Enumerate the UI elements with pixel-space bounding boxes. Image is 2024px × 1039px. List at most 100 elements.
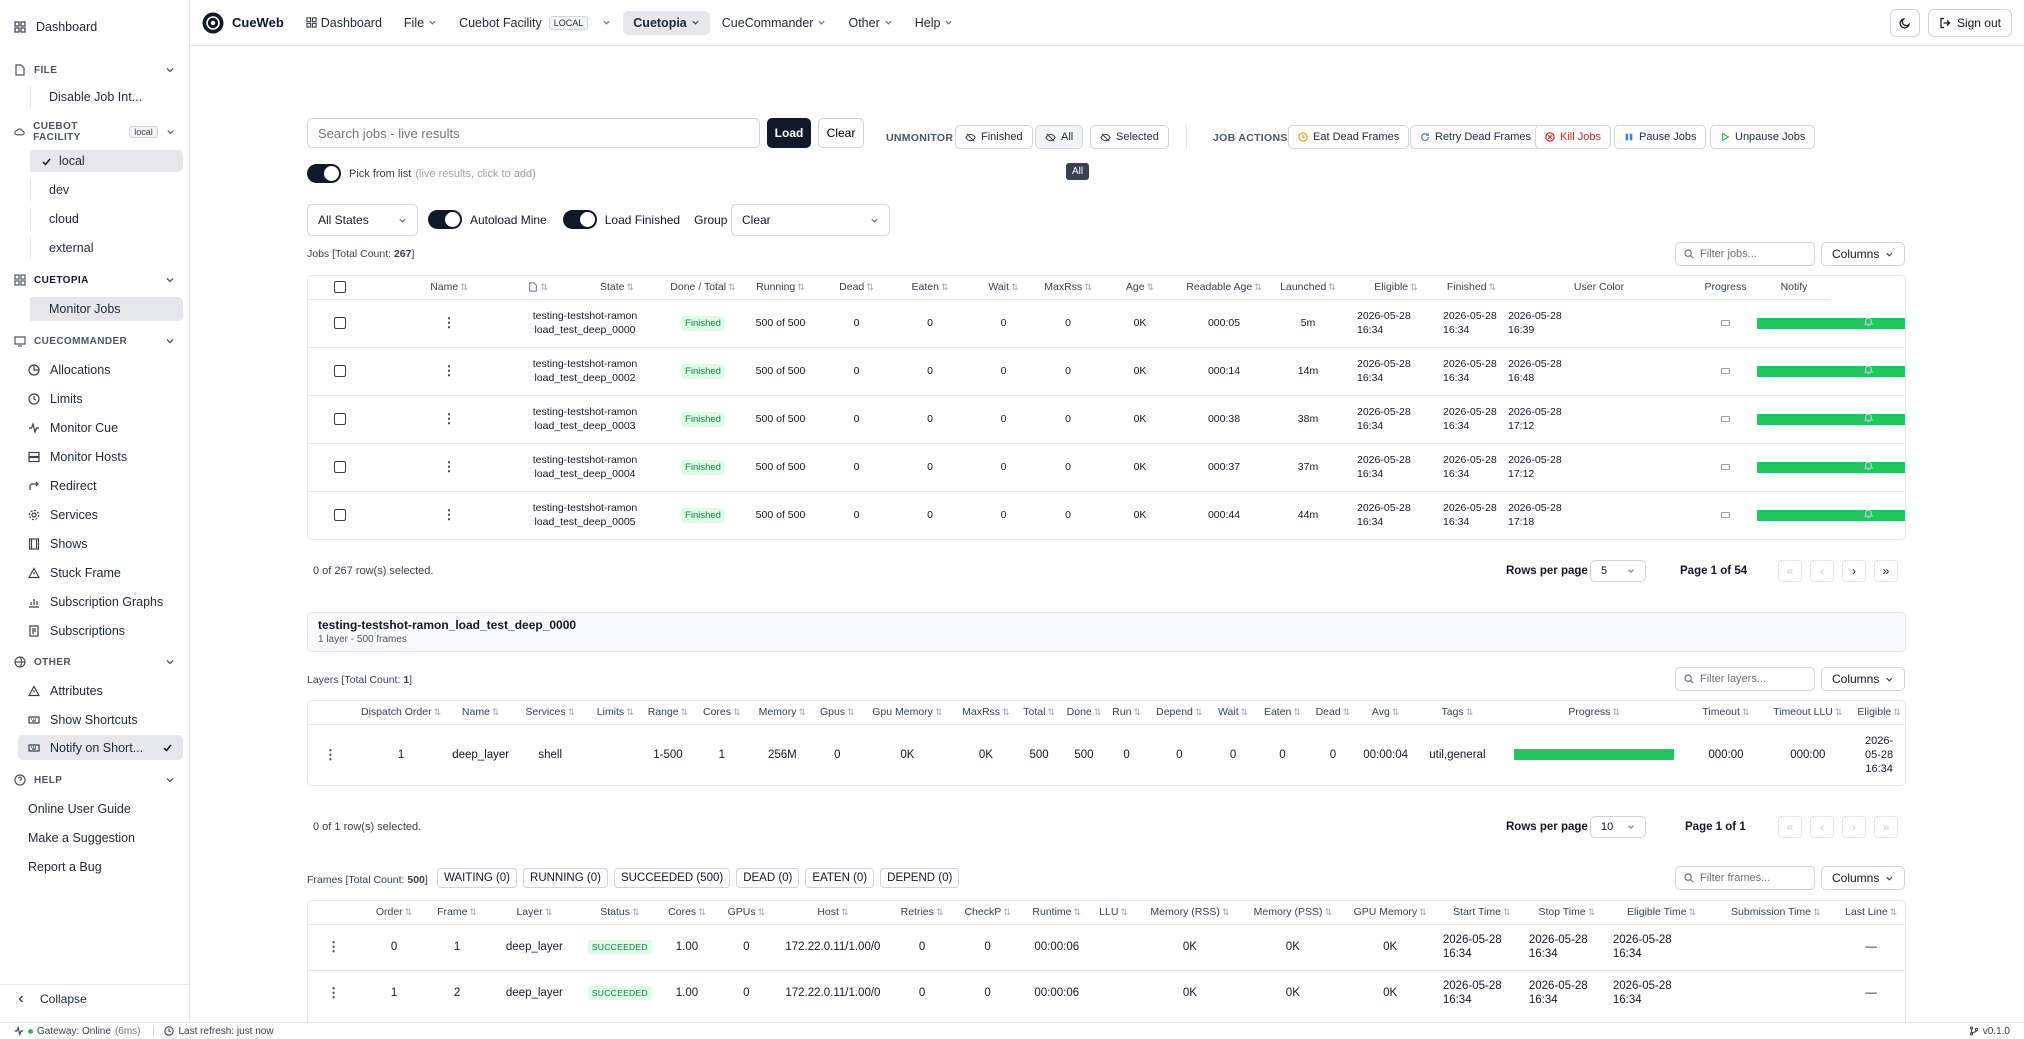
sidebar-facility-local[interactable]: local bbox=[30, 150, 183, 172]
unpause-jobs-button[interactable]: Unpause Jobs bbox=[1710, 125, 1816, 149]
chip-depend[interactable]: DEPEND (0) bbox=[880, 868, 960, 888]
cell-notify[interactable] bbox=[1831, 443, 1905, 492]
select-all-checkbox[interactable] bbox=[334, 281, 346, 294]
next-page-button[interactable]: › bbox=[1842, 816, 1866, 838]
brand[interactable]: CueWeb bbox=[202, 12, 284, 34]
kill-jobs-button[interactable]: Kill Jobs bbox=[1535, 125, 1611, 149]
col-gpu-memory[interactable]: GPU Memory ⇅ bbox=[1341, 901, 1439, 925]
sidebar-facility-external[interactable]: external bbox=[30, 237, 183, 259]
cell-user-color[interactable] bbox=[1694, 491, 1757, 539]
unmonitor-selected-button[interactable]: Selected bbox=[1090, 125, 1169, 149]
states-select[interactable]: All States bbox=[307, 204, 418, 236]
cell-user-color[interactable] bbox=[1694, 443, 1757, 492]
col-last-line[interactable]: Last Line ⇅ bbox=[1837, 901, 1905, 925]
cell-name[interactable]: testing-testshot-ramon load_test_deep_000… bbox=[506, 299, 664, 348]
bell-icon[interactable] bbox=[1863, 508, 1874, 519]
sidebar-item-monitor-jobs[interactable]: Monitor Jobs bbox=[30, 297, 183, 321]
cell-name[interactable]: testing-testshot-ramon load_test_deep_000… bbox=[506, 395, 664, 444]
cell-notify[interactable] bbox=[1831, 347, 1905, 396]
sidebar-facility-cloud[interactable]: cloud bbox=[30, 208, 183, 230]
row-menu-button[interactable]: ⋮ bbox=[308, 924, 360, 971]
table-row[interactable]: ⋮ 1 deep_layer shell 1-500 1 256M 0 0K 0… bbox=[308, 724, 1905, 785]
sidebar-item-attributes[interactable]: Attributes bbox=[18, 678, 183, 703]
clear-button[interactable]: Clear bbox=[818, 118, 864, 148]
col-eligible[interactable]: Eligible ⇅ bbox=[1853, 701, 1905, 725]
row-select[interactable] bbox=[308, 491, 372, 539]
sidebar-item-subscriptions[interactable]: Subscriptions bbox=[18, 618, 183, 643]
color-swatch[interactable] bbox=[1721, 512, 1730, 519]
table-row[interactable]: ⋮ testing-testshot-ramon load_test_deep_00… bbox=[308, 299, 1905, 348]
sidebar-item-monitor-cue[interactable]: Monitor Cue bbox=[18, 415, 183, 440]
cell-name[interactable]: testing-testshot-ramon load_test_deep_000… bbox=[506, 443, 664, 492]
col-maxrss[interactable]: MaxRss ⇅ bbox=[1041, 276, 1095, 300]
autoload-toggle[interactable] bbox=[428, 210, 462, 229]
row-menu-button[interactable]: ⋮ bbox=[392, 491, 506, 539]
row-menu-button[interactable]: ⋮ bbox=[308, 970, 359, 1016]
pause-jobs-button[interactable]: Pause Jobs bbox=[1614, 125, 1707, 149]
sidebar-item-disable-job[interactable]: Disable Job Int... bbox=[30, 86, 183, 108]
color-swatch[interactable] bbox=[1721, 320, 1730, 326]
cell-name[interactable]: testing-testshot-ramon load_test_deep_000… bbox=[506, 347, 664, 396]
col-notify[interactable]: Notify bbox=[1757, 276, 1831, 300]
layers-columns-button[interactable]: Columns bbox=[1821, 667, 1905, 691]
row-menu-button[interactable]: ⋮ bbox=[392, 299, 506, 348]
col-timeout-llu[interactable]: Timeout LLU ⇅ bbox=[1762, 701, 1854, 725]
col-progress[interactable]: Progress bbox=[1694, 276, 1757, 300]
cell-notify[interactable] bbox=[1831, 299, 1905, 348]
chip-dead[interactable]: DEAD (0) bbox=[736, 868, 800, 888]
sidebar-item-shows[interactable]: Shows bbox=[18, 531, 183, 556]
sidebar-section-cuecommander[interactable]: CUECOMMANDER bbox=[14, 331, 175, 351]
search-input[interactable] bbox=[318, 125, 759, 141]
chip-waiting[interactable]: WAITING (0) bbox=[437, 868, 518, 888]
col-memory[interactable]: Memory ⇅ bbox=[749, 701, 815, 725]
chip-succeeded[interactable]: SUCCEEDED (500) bbox=[613, 868, 731, 888]
col-range[interactable]: Range ⇅ bbox=[642, 701, 694, 725]
sidebar-section-cuetopia[interactable]: CUETOPIA bbox=[14, 270, 175, 290]
col-host[interactable]: Host ⇅ bbox=[775, 901, 891, 925]
col-dead[interactable]: Dead ⇅ bbox=[1310, 701, 1356, 725]
sidebar-item-services[interactable]: Services bbox=[18, 502, 183, 527]
signout-button[interactable]: Sign out bbox=[1927, 8, 2012, 37]
col-memory-rss[interactable]: Memory (RSS) ⇅ bbox=[1135, 901, 1245, 925]
col-cores[interactable]: Cores ⇅ bbox=[693, 701, 750, 725]
row-menu-button[interactable]: ⋮ bbox=[392, 347, 506, 396]
col-checkp[interactable]: CheckP ⇅ bbox=[953, 901, 1022, 925]
col-launched[interactable]: Launched ⇅ bbox=[1263, 276, 1353, 300]
row-checkbox[interactable] bbox=[334, 461, 346, 474]
sidebar-facility-dev[interactable]: dev bbox=[30, 179, 183, 201]
last-page-button[interactable]: » bbox=[1874, 560, 1898, 582]
theme-toggle-button[interactable] bbox=[1889, 8, 1920, 37]
table-row[interactable]: ⋮ 1 2 deep_layer SUCCEEDED 1.00 0 172.22.0.11/1… bbox=[308, 970, 1905, 1016]
col-gpu-memory[interactable]: Gpu Memory ⇅ bbox=[859, 701, 956, 725]
sidebar-item-stuck-frame[interactable]: Stuck Frame bbox=[18, 560, 183, 585]
col-running[interactable]: Running ⇅ bbox=[742, 276, 819, 300]
nav-dashboard[interactable]: Dashboard bbox=[296, 11, 392, 35]
row-menu-button[interactable]: ⋮ bbox=[392, 395, 506, 444]
sidebar-item-subscription-graphs[interactable]: Subscription Graphs bbox=[18, 589, 183, 614]
col-status[interactable]: Status ⇅ bbox=[583, 901, 657, 925]
col-frame[interactable]: Frame ⇅ bbox=[428, 901, 486, 925]
row-select[interactable] bbox=[308, 347, 372, 396]
select-all[interactable] bbox=[308, 276, 372, 300]
pick-from-list-toggle[interactable] bbox=[307, 164, 341, 183]
cell-user-color[interactable] bbox=[1694, 395, 1757, 444]
col-state[interactable]: State ⇅ bbox=[570, 276, 664, 300]
table-row[interactable]: ⋮ testing-testshot-ramon load_test_deep_00… bbox=[308, 395, 1905, 444]
group-by-select[interactable]: Clear bbox=[731, 204, 890, 236]
col-eaten[interactable]: Eaten ⇅ bbox=[894, 276, 966, 300]
bell-icon[interactable] bbox=[1863, 364, 1874, 375]
col-finished[interactable]: Finished ⇅ bbox=[1439, 276, 1504, 300]
prev-page-button[interactable]: ‹ bbox=[1810, 816, 1834, 838]
row-checkbox[interactable] bbox=[334, 365, 346, 378]
col-wait[interactable]: Wait ⇅ bbox=[966, 276, 1041, 300]
col-services[interactable]: Services ⇅ bbox=[512, 701, 589, 725]
col-limits[interactable]: Limits ⇅ bbox=[588, 701, 643, 725]
row-checkbox[interactable] bbox=[334, 413, 346, 426]
load-button[interactable]: Load bbox=[767, 118, 811, 148]
unmonitor-all-button[interactable]: All bbox=[1035, 125, 1084, 149]
sidebar-item-report-bug[interactable]: Report a Bug bbox=[18, 854, 183, 879]
col-gpus[interactable]: Gpus ⇅ bbox=[814, 701, 860, 725]
eat-dead-frames-button[interactable]: Eat Dead Frames bbox=[1288, 125, 1410, 149]
sidebar-item-limits[interactable]: Limits bbox=[18, 386, 183, 411]
col-depend[interactable]: Depend ⇅ bbox=[1146, 701, 1212, 725]
